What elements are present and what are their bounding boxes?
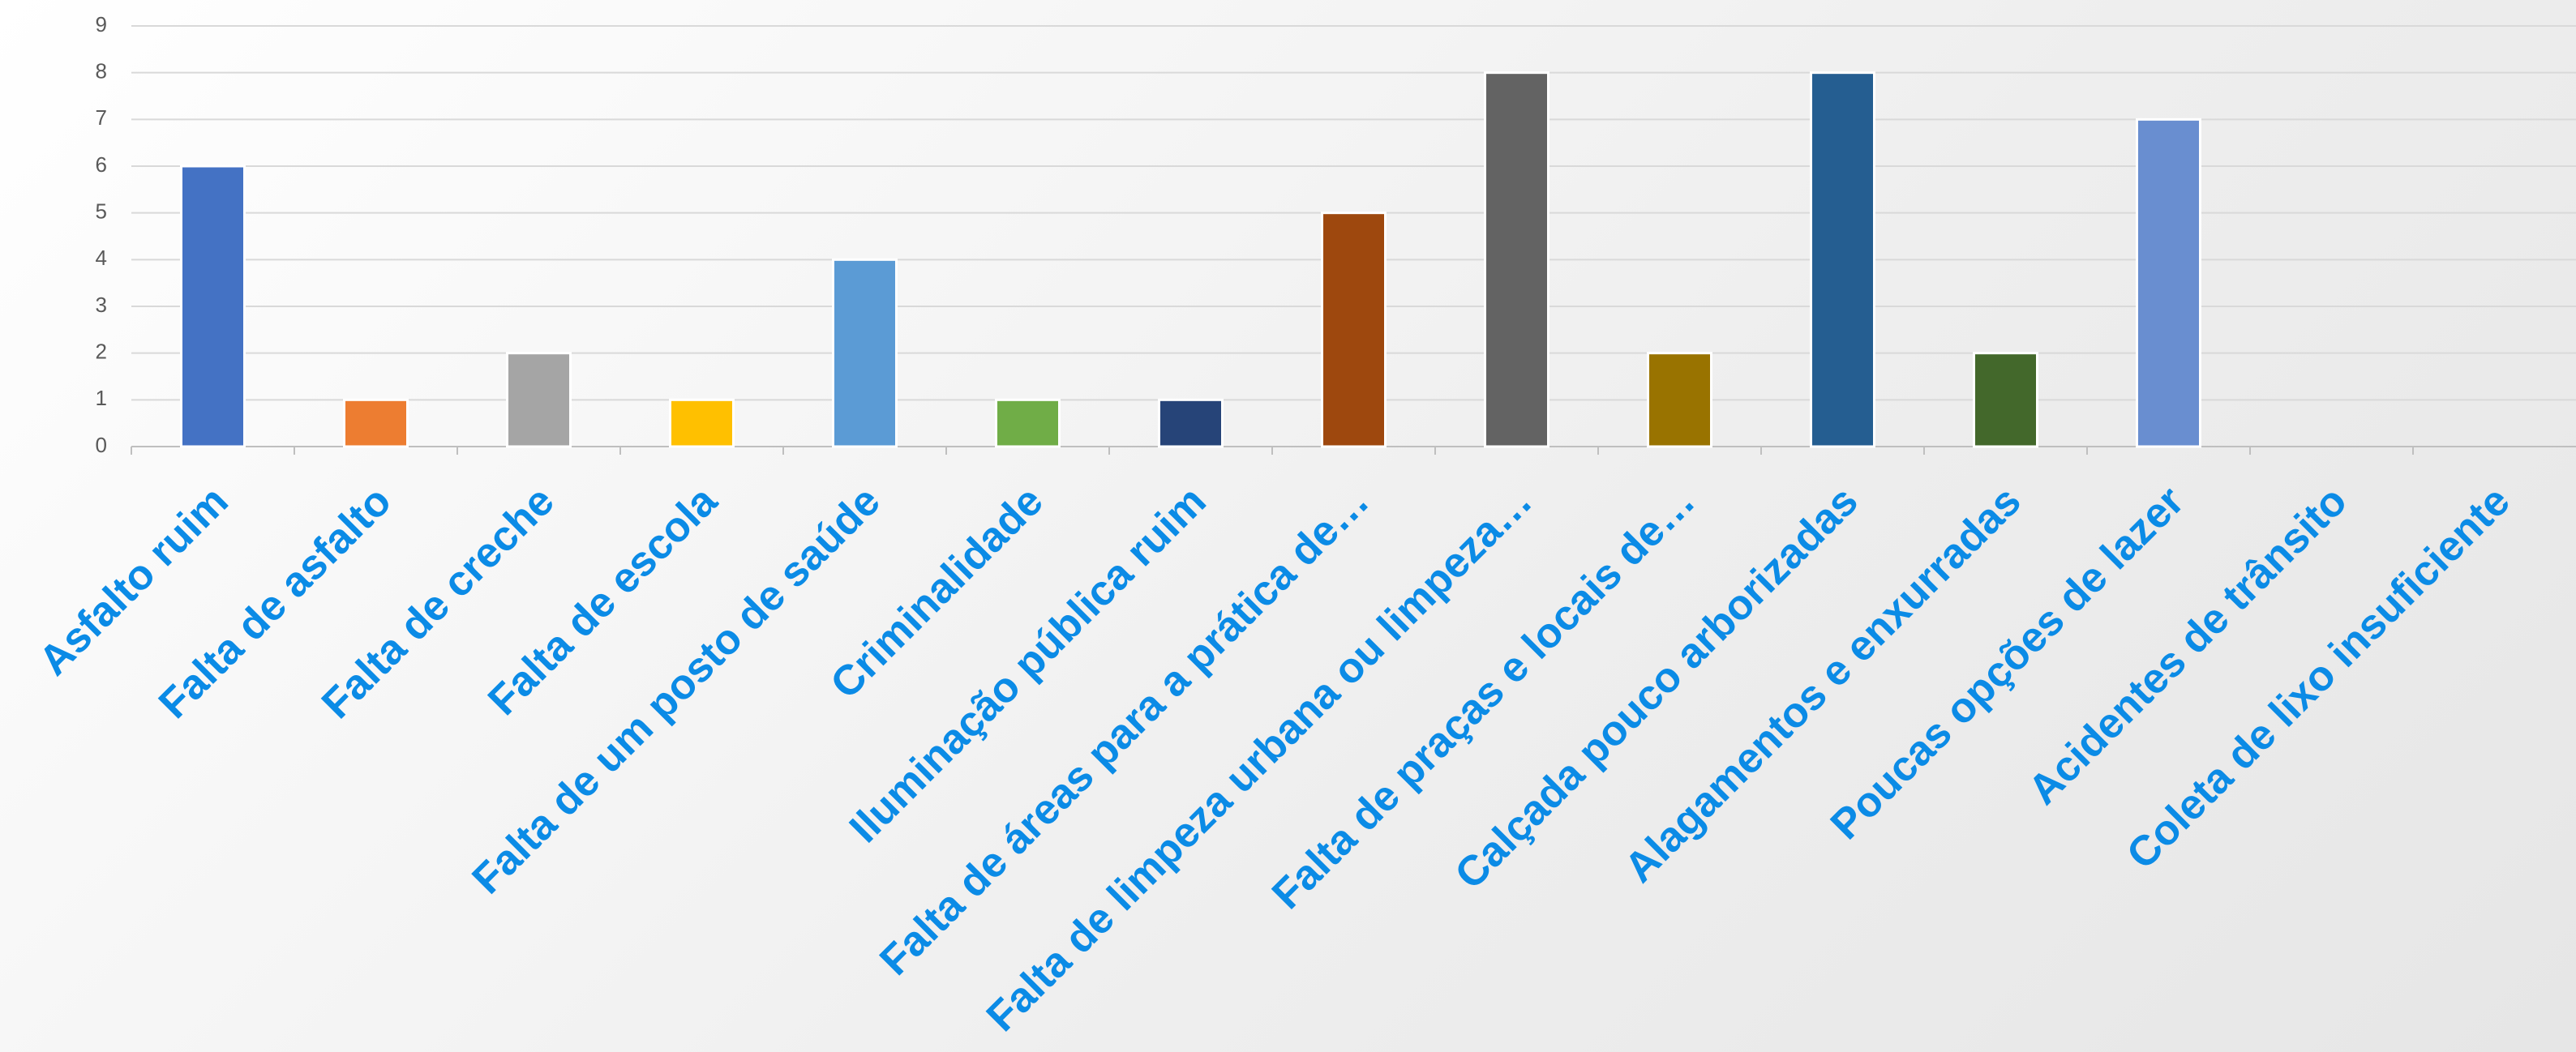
- bar: [1158, 398, 1224, 448]
- bar: [1973, 352, 2038, 448]
- y-tick-label: 1: [96, 386, 107, 410]
- bar: [180, 165, 246, 448]
- bar: [1321, 212, 1387, 448]
- y-tick-label: 2: [96, 340, 107, 364]
- x-tick-label: Acidentes de trânsito: [2020, 477, 2356, 814]
- y-tick-label: 8: [96, 59, 107, 83]
- bar: [995, 398, 1061, 448]
- y-tick-label: 6: [96, 152, 107, 177]
- bar: [2136, 118, 2201, 448]
- y-tick-label: 9: [96, 12, 107, 36]
- bar: [832, 258, 898, 448]
- bar: [1484, 71, 1549, 448]
- bar: [343, 398, 409, 448]
- y-tick-label: 3: [96, 293, 107, 317]
- bar: [506, 352, 572, 448]
- y-tick-label: 7: [96, 105, 107, 130]
- y-tick-label: 0: [96, 433, 107, 457]
- bar: [1647, 352, 1712, 448]
- y-tick-label: 5: [96, 199, 107, 224]
- y-tick-label: 4: [96, 246, 107, 270]
- bar: [669, 398, 735, 448]
- bar: [1810, 71, 1875, 448]
